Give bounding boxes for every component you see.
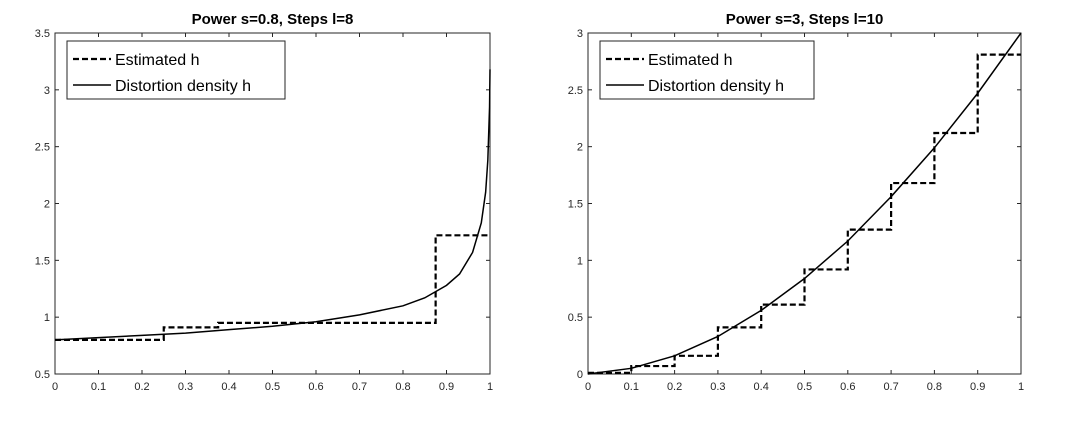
x-tick-label: 0.7 xyxy=(883,381,898,393)
chart-title: Power s=3, Steps l=10 xyxy=(726,11,884,28)
x-tick-label: 0 xyxy=(585,381,591,393)
legend-entry: Estimated h xyxy=(115,52,199,69)
x-tick-label: 0 xyxy=(52,381,58,393)
y-tick-label: 2 xyxy=(44,199,50,211)
y-tick-label: 2 xyxy=(577,142,583,154)
y-tick-label: 3 xyxy=(577,28,583,40)
y-tick-label: 3 xyxy=(44,85,50,97)
legend-entry: Estimated h xyxy=(648,52,732,69)
legend-entry: Distortion density h xyxy=(648,78,784,95)
x-tick-label: 0.7 xyxy=(352,381,367,393)
y-tick-label: 1.5 xyxy=(568,199,583,211)
x-tick-label: 0.5 xyxy=(797,381,812,393)
x-tick-label: 0.6 xyxy=(840,381,855,393)
x-tick-label: 0.3 xyxy=(178,381,193,393)
y-tick-label: 1 xyxy=(44,312,50,324)
y-tick-label: 0.5 xyxy=(35,369,50,381)
x-tick-label: 0.1 xyxy=(624,381,639,393)
x-tick-label: 0.1 xyxy=(91,381,106,393)
legend xyxy=(599,40,815,100)
y-tick-label: 2.5 xyxy=(35,142,50,154)
estimated-h-line xyxy=(55,234,490,341)
y-tick-label: 1 xyxy=(577,255,583,267)
x-tick-label: 0.9 xyxy=(439,381,454,393)
y-tick-label: 1.5 xyxy=(35,255,50,267)
y-tick-label: 0.5 xyxy=(568,312,583,324)
x-tick-label: 0.8 xyxy=(927,381,942,393)
chart-title: Power s=0.8, Steps l=8 xyxy=(192,11,354,28)
x-tick-label: 0.5 xyxy=(265,381,280,393)
x-tick-label: 0.2 xyxy=(134,381,149,393)
left-plot: Power s=0.8, Steps l=8 0 0.1 0.2 0.3 0.4 0.5 0.… xyxy=(35,11,493,393)
right-plot: Power s=3, Steps l=10 0 0.1 0.2 0.3 0.4 0.5 0.6… xyxy=(568,11,1024,393)
x-tick-label: 0.6 xyxy=(308,381,323,393)
x-tick-label: 1 xyxy=(487,381,493,393)
distortion-density-line xyxy=(587,32,1022,375)
x-tick-label: 1 xyxy=(1018,381,1024,393)
x-tick-label: 0.2 xyxy=(667,381,682,393)
distortion-density-line xyxy=(54,69,491,341)
y-tick-label: 3.5 xyxy=(35,28,50,40)
x-tick-label: 0.4 xyxy=(221,381,236,393)
x-tick-label: 0.4 xyxy=(754,381,769,393)
legend-entry: Distortion density h xyxy=(115,78,251,95)
legend xyxy=(66,40,286,100)
x-tick-label: 0.9 xyxy=(970,381,985,393)
x-tick-label: 0.8 xyxy=(395,381,410,393)
x-tick-label: 0.3 xyxy=(710,381,725,393)
y-tick-label: 2.5 xyxy=(568,85,583,97)
y-tick-label: 0 xyxy=(577,369,583,381)
estimated-h-line xyxy=(588,53,1021,374)
